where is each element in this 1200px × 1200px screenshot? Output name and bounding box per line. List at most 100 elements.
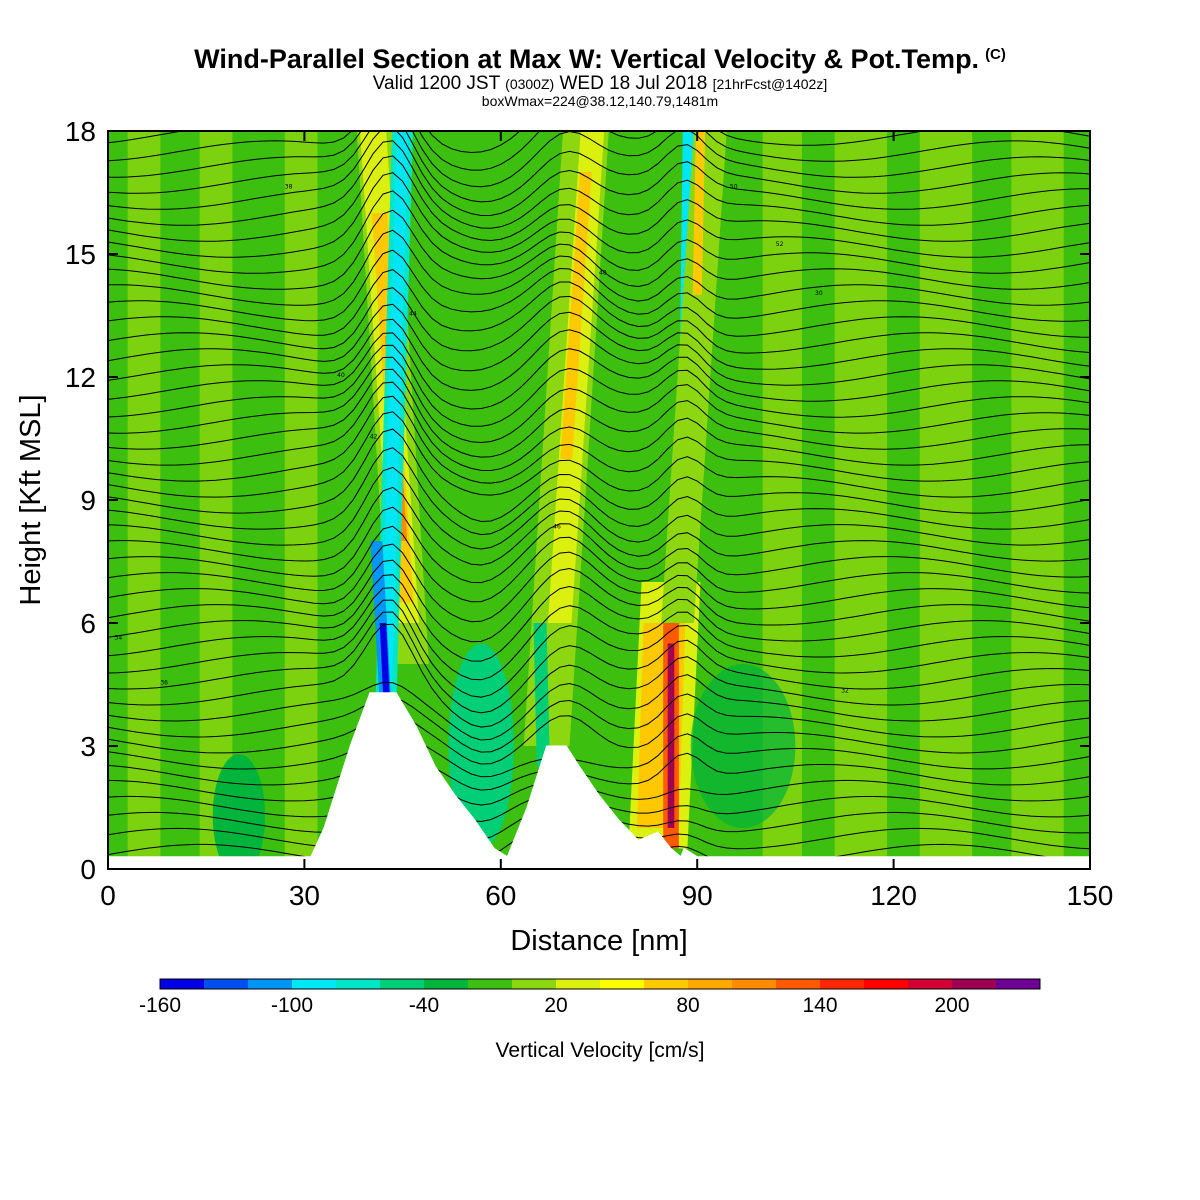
isentrope-label: 50 xyxy=(730,183,738,190)
isentrope-line xyxy=(108,140,1090,229)
colorbar-swatch xyxy=(644,979,689,989)
lowlevel-downdraft xyxy=(448,643,514,849)
isentrope-line xyxy=(108,525,1090,603)
colorbar-swatch xyxy=(864,979,909,989)
colorbar-swatch xyxy=(160,979,205,989)
colorbar-swatch xyxy=(732,979,777,989)
isentrope-label: 32 xyxy=(841,688,849,695)
colorbar-swatch xyxy=(952,979,997,989)
isentrope-line xyxy=(108,574,1090,662)
right-upper xyxy=(661,131,727,623)
colorbar-swatch xyxy=(248,979,293,989)
downdraft-mid xyxy=(380,131,409,685)
x-tick-label: 150 xyxy=(1067,880,1114,911)
isentrope-line xyxy=(108,395,1090,484)
isentrope-line xyxy=(108,249,1090,322)
isentrope-line xyxy=(108,712,1090,765)
chart-title: Wind-Parallel Section at Max W: Vertical… xyxy=(194,44,1006,74)
y-tick-label: 18 xyxy=(65,116,96,147)
right-core xyxy=(667,643,675,828)
vertical-velocity-field xyxy=(108,131,1090,869)
x-axis-label: Distance [nm] xyxy=(510,925,687,957)
isentrope-label: 48 xyxy=(599,270,607,277)
isentrope-line xyxy=(108,599,1090,698)
colorbar-tick-label: -40 xyxy=(409,994,439,1017)
isentrope-line xyxy=(108,344,1090,427)
y-tick-label: 12 xyxy=(65,362,96,393)
isentrope-line xyxy=(108,559,1090,643)
colorbar-swatch xyxy=(820,979,865,989)
colorbar-frame xyxy=(159,978,1041,990)
isentrope-line xyxy=(108,368,1090,458)
colorbar-swatch xyxy=(336,979,381,989)
x-tick-label: 30 xyxy=(289,880,320,911)
chart-boxwmax: boxWmax=224@38.12,140.79,1481m xyxy=(481,93,719,109)
isentrope-line xyxy=(108,611,1090,714)
x-tick-label: 120 xyxy=(870,880,917,911)
lowlevel-downdraft xyxy=(690,664,796,828)
field-band xyxy=(284,131,318,869)
field-band xyxy=(199,131,233,869)
y-tick-label: 9 xyxy=(80,485,96,516)
isentrope-line xyxy=(108,693,1090,753)
isentrope-line xyxy=(108,506,1090,584)
isentrope-line xyxy=(108,411,1090,498)
isentrope-line xyxy=(108,769,1090,806)
isentrope-line xyxy=(108,229,1090,306)
y-tick-label: 3 xyxy=(80,731,96,762)
isentrope-label: 36 xyxy=(160,680,168,687)
field-band xyxy=(919,131,973,869)
isentrope-line xyxy=(108,486,1090,566)
terrain-profile xyxy=(107,692,1091,870)
x-tick-label: 90 xyxy=(682,880,713,911)
colorbar-swatch xyxy=(424,979,469,989)
colorbar-swatch xyxy=(996,979,1041,989)
isentrope-line xyxy=(108,131,1090,217)
y-axis-label: Height [Kft MSL] xyxy=(15,394,47,605)
downdraft-core xyxy=(379,623,390,693)
colorbar: -160 -100 -40 20 80 140 200 Vertical Velocity [… xyxy=(139,978,1041,1062)
colorbar-swatch xyxy=(292,979,337,989)
isentrope-line xyxy=(108,428,1090,523)
isentrope-label: 42 xyxy=(370,434,378,441)
isentrope-label: 38 xyxy=(285,183,293,190)
colorbar-swatch xyxy=(380,979,425,989)
isentrope-line xyxy=(108,466,1090,550)
isentrope-label: 40 xyxy=(337,372,345,379)
potential-temperature-contours: 34 36 38 40 42 44 46 48 50 52 30 32 xyxy=(108,131,1090,869)
field-band xyxy=(127,131,161,869)
isentrope-line xyxy=(108,623,1090,728)
field-band xyxy=(1011,131,1064,869)
isentrope-line xyxy=(108,190,1090,274)
isentrope-line xyxy=(108,447,1090,536)
colorbar-swatch xyxy=(512,979,557,989)
isentrope-line xyxy=(108,269,1090,338)
isentrope-label: 52 xyxy=(776,241,784,248)
isentrope-line xyxy=(108,587,1090,681)
isentrope-line xyxy=(108,381,1090,472)
colorbar-swatch xyxy=(688,979,733,989)
central-orange xyxy=(560,172,592,459)
colorbar-tick-label: -160 xyxy=(139,994,181,1017)
isentrope-label: 34 xyxy=(115,634,123,641)
colorbar-swatch xyxy=(600,979,645,989)
colorbar-tick-label: -100 xyxy=(271,994,313,1017)
colorbar-tick-label: 200 xyxy=(934,994,969,1017)
right-top xyxy=(692,131,706,295)
isentrope-line xyxy=(108,287,1090,354)
field-band xyxy=(252,131,279,869)
isentrope-line xyxy=(108,209,1090,290)
isentrope-line xyxy=(108,730,1090,778)
colorbar-swatch xyxy=(908,979,953,989)
x-tick-label: 0 xyxy=(100,880,116,911)
y-tick-label: 0 xyxy=(80,854,96,885)
colorbar-tick-label: 140 xyxy=(802,994,837,1017)
isentrope-label: 44 xyxy=(409,311,417,318)
isentrope-line xyxy=(108,674,1090,741)
isentrope-line xyxy=(108,356,1090,444)
isentrope-label: 46 xyxy=(553,524,561,531)
isentrope-line xyxy=(108,749,1090,791)
isentrope-line xyxy=(108,332,1090,410)
